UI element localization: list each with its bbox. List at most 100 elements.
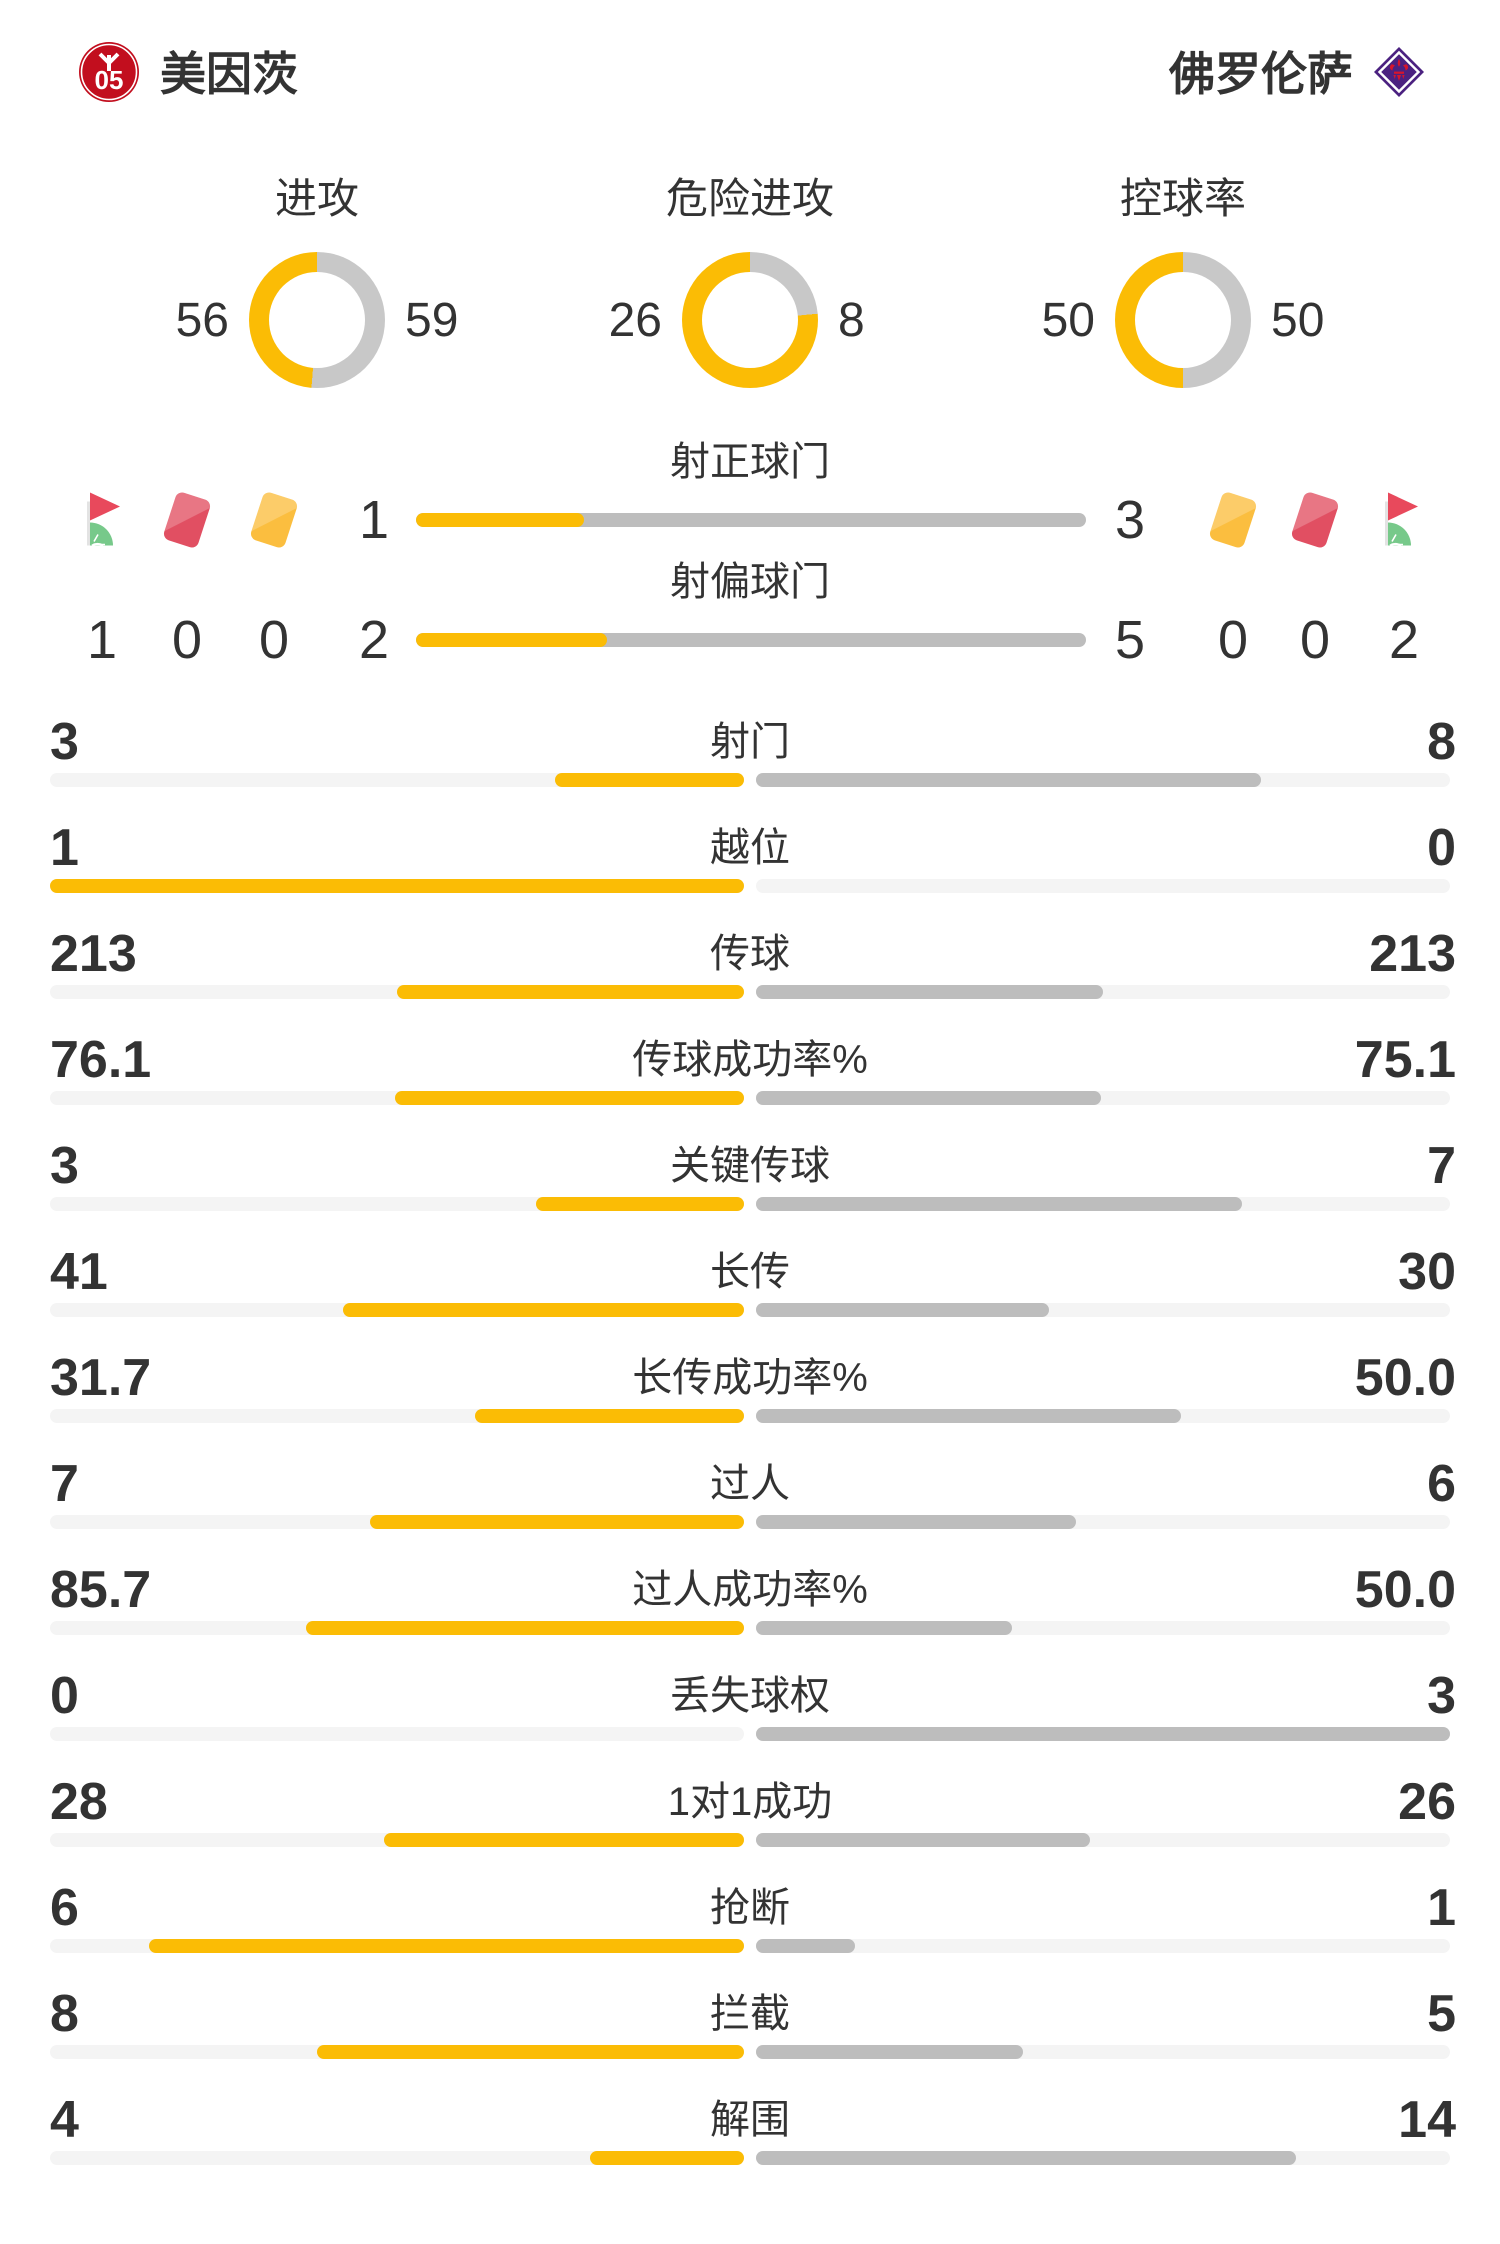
stat-home-bar — [50, 1197, 744, 1211]
shots-on-target-home-value: 1 — [358, 490, 390, 550]
stat-away-bar-fill — [756, 1727, 1450, 1741]
stat-label: 过人成功率% — [632, 1568, 868, 1612]
stat-home-value: 28 — [50, 1773, 108, 1831]
red-card-icon — [162, 490, 212, 550]
donut-chart — [249, 252, 385, 388]
donut-chart — [682, 252, 818, 388]
stat-away-value: 7 — [1427, 1137, 1456, 1195]
stat-home-value: 3 — [50, 713, 79, 771]
stat-away-bar-fill — [756, 1833, 1091, 1847]
stat-label: 关键传球 — [670, 1144, 830, 1188]
away-team-name: 佛罗伦萨 — [1169, 48, 1353, 100]
stat-home-bar-fill — [305, 1621, 744, 1635]
stat-away-value: 213 — [1369, 925, 1456, 983]
donut-home-value: 50 — [1041, 293, 1095, 347]
shots-on-target-away-value: 3 — [1114, 490, 1146, 550]
stat-home-bar-fill — [397, 985, 744, 999]
yellow-card-icon — [249, 490, 299, 550]
shots-on-target-row: 1 3 — [0, 490, 1500, 550]
stat-home-value: 6 — [50, 1879, 79, 1937]
stat-home-bar — [50, 773, 744, 787]
stat-row: 拦截 8 5 — [0, 1984, 1500, 2070]
stat-away-bar — [756, 2151, 1450, 2165]
donut-section: 进攻 56 59 危险进攻 26 8 控球率 50 50 — [0, 178, 1500, 388]
stat-row: 解围 4 14 — [0, 2090, 1500, 2176]
shots-off-target-bar — [416, 633, 1086, 647]
svg-text:05: 05 — [95, 65, 124, 95]
yellow-card-icon — [1208, 490, 1258, 550]
donut-stat: 进攻 56 59 — [159, 178, 475, 388]
stat-home-bar — [50, 1091, 744, 1105]
stat-row: 关键传球 3 7 — [0, 1136, 1500, 1222]
stat-row: 长传成功率% 31.7 50.0 — [0, 1348, 1500, 1434]
donut-row: 26 8 — [592, 252, 908, 388]
stat-away-value: 3 — [1427, 1667, 1456, 1725]
stat-away-value: 30 — [1398, 1243, 1456, 1301]
team-header: 05 美因茨 佛罗伦萨 — [78, 41, 1425, 108]
donut-row: 56 59 — [159, 252, 475, 388]
donut-away-value: 50 — [1271, 293, 1325, 347]
away-corners-value: 2 — [1388, 610, 1420, 670]
stat-row: 1对1成功 28 26 — [0, 1772, 1500, 1858]
stat-away-bar-fill — [756, 1515, 1077, 1529]
donut-stat-label: 控球率 — [1119, 175, 1246, 222]
stat-away-bar — [756, 2045, 1450, 2059]
stat-label: 长传 — [710, 1250, 790, 1294]
red-card-icon — [1290, 490, 1340, 550]
donut-chart — [1115, 252, 1251, 388]
donut-home-value: 26 — [608, 293, 662, 347]
away-red-cards-value: 0 — [1299, 610, 1331, 670]
stat-home-bar — [50, 1939, 744, 1953]
stat-away-value: 8 — [1427, 713, 1456, 771]
stat-row: 越位 1 0 — [0, 818, 1500, 904]
away-team-logo-icon — [1373, 46, 1425, 103]
stat-home-value: 8 — [50, 1985, 79, 2043]
away-team: 佛罗伦萨 — [1169, 42, 1425, 106]
stat-away-bar — [756, 985, 1450, 999]
stat-home-bar-fill — [554, 773, 744, 787]
stat-home-bar-fill — [316, 2045, 744, 2059]
stat-label: 越位 — [710, 826, 790, 870]
stat-home-value: 41 — [50, 1243, 108, 1301]
stat-home-bar-fill — [149, 1939, 744, 1953]
stat-away-bar-fill — [756, 1621, 1012, 1635]
stat-home-bar — [50, 1303, 744, 1317]
stat-away-bar — [756, 1515, 1450, 1529]
stat-row: 过人成功率% 85.7 50.0 — [0, 1560, 1500, 1646]
stat-away-bar — [756, 1303, 1450, 1317]
stat-home-bar-fill — [343, 1303, 744, 1317]
shots-on-target-label: 射正球门 — [670, 440, 830, 484]
stat-away-value: 50.0 — [1354, 1561, 1456, 1619]
stat-away-value: 0 — [1427, 819, 1456, 877]
stat-label: 长传成功率% — [632, 1356, 868, 1400]
home-team-name: 美因茨 — [160, 48, 298, 100]
stat-home-bar-fill — [394, 1091, 744, 1105]
stat-home-bar — [50, 2045, 744, 2059]
stat-away-value: 14 — [1398, 2091, 1456, 2149]
donut-stat-label: 危险进攻 — [665, 175, 834, 222]
home-corners-value: 1 — [86, 610, 118, 670]
home-team: 05 美因茨 — [78, 41, 298, 108]
stat-home-bar — [50, 879, 744, 893]
stat-away-bar-fill — [756, 1091, 1101, 1105]
stat-away-value: 5 — [1427, 1985, 1456, 2043]
stat-home-bar — [50, 1833, 744, 1847]
stat-home-bar — [50, 985, 744, 999]
shots-off-target-row: 1 0 0 2 5 0 0 2 — [0, 610, 1500, 670]
stat-home-bar — [50, 1515, 744, 1529]
corner-flag-icon — [74, 488, 130, 553]
stat-away-bar — [756, 1833, 1450, 1847]
stat-home-value: 7 — [50, 1455, 79, 1513]
shots-off-target-label: 射偏球门 — [670, 560, 830, 604]
stat-home-bar-fill — [50, 879, 744, 893]
stat-row: 长传 41 30 — [0, 1242, 1500, 1328]
stat-label: 射门 — [710, 720, 790, 764]
stat-home-value: 76.1 — [50, 1031, 152, 1089]
stat-label: 传球 — [710, 932, 790, 976]
stat-away-bar — [756, 1091, 1450, 1105]
stat-away-bar — [756, 773, 1450, 787]
stat-home-bar — [50, 1409, 744, 1423]
stat-row: 丢失球权 0 3 — [0, 1666, 1500, 1752]
donut-away-value: 59 — [405, 293, 459, 347]
